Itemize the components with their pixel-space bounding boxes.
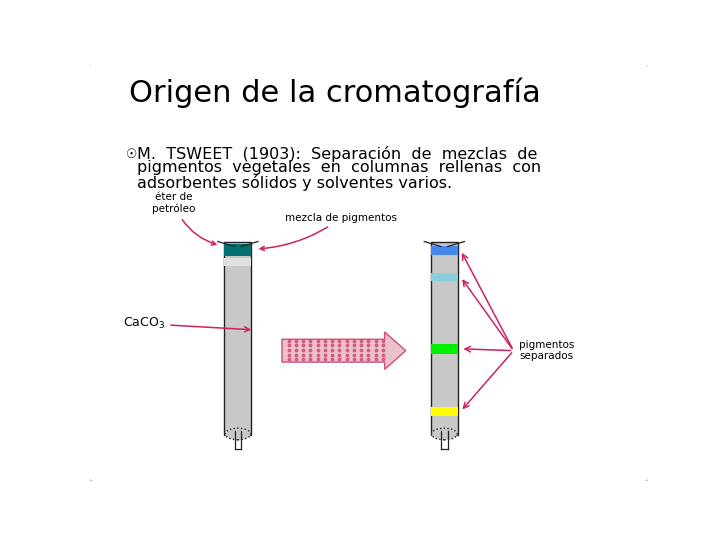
- Text: pigmentos  vegetales  en  columnas  rellenas  con: pigmentos vegetales en columnas rellenas…: [138, 160, 541, 176]
- Bar: [225, 258, 251, 266]
- Ellipse shape: [225, 428, 251, 440]
- Text: CaCO$_3$: CaCO$_3$: [123, 316, 250, 332]
- Text: M.  TSWEET  (1903):  Separación  de  mezclas  de: M. TSWEET (1903): Separación de mezclas …: [138, 146, 538, 162]
- Text: pigmentos
separados: pigmentos separados: [519, 340, 575, 361]
- Bar: [431, 344, 458, 354]
- Text: mezcla de pigmentos: mezcla de pigmentos: [260, 213, 397, 251]
- Text: adsorbentes sólidos y solventes varios.: adsorbentes sólidos y solventes varios.: [138, 175, 453, 191]
- Bar: [431, 246, 458, 255]
- Ellipse shape: [431, 428, 457, 440]
- Bar: [225, 245, 251, 256]
- Bar: [225, 241, 251, 435]
- Bar: [431, 273, 458, 281]
- Text: ☉: ☉: [126, 148, 138, 161]
- Text: Origen de la cromatografía: Origen de la cromatografía: [129, 77, 541, 108]
- Bar: [431, 241, 458, 435]
- Bar: [431, 407, 458, 416]
- FancyArrow shape: [282, 332, 406, 369]
- FancyBboxPatch shape: [87, 63, 651, 483]
- Text: éter de
petróleo: éter de petróleo: [152, 192, 216, 245]
